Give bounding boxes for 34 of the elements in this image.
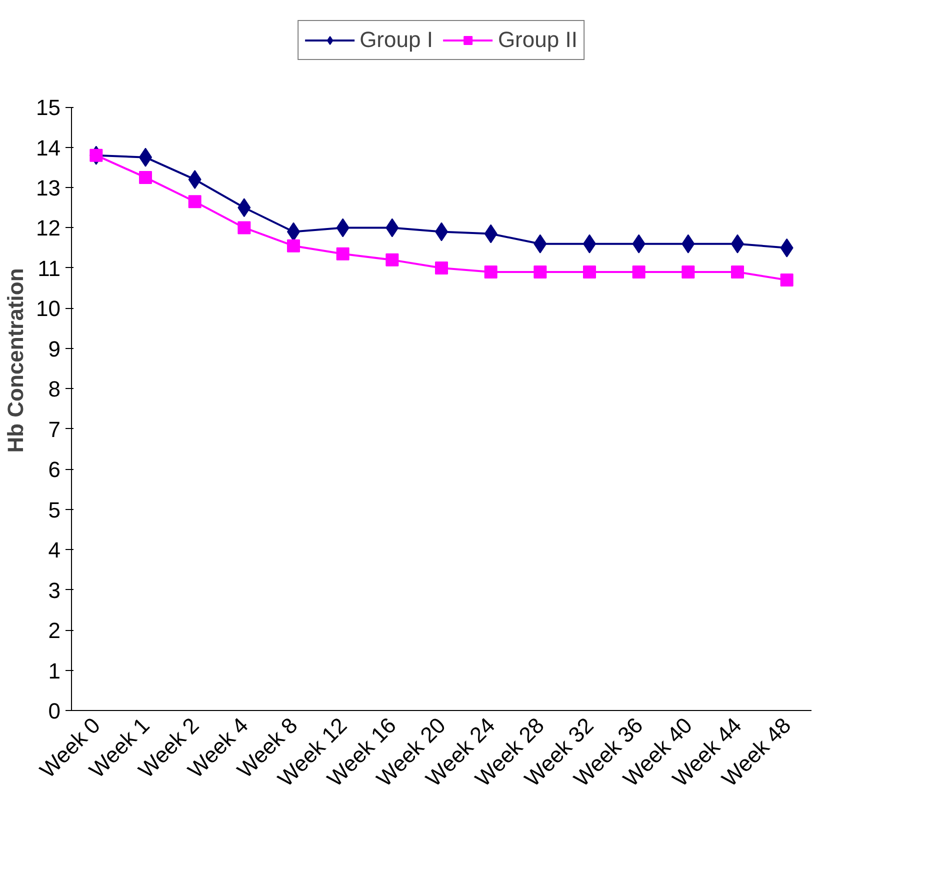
point	[238, 221, 251, 234]
point	[90, 148, 103, 162]
y-tick-label: 5	[48, 497, 61, 522]
y-axis-title: Hb Concentration	[3, 268, 28, 453]
point	[534, 265, 547, 278]
y-tick-label: 1	[48, 658, 61, 684]
y-tick-label: 9	[48, 336, 61, 362]
point	[731, 265, 744, 278]
y-tick-label: 10	[36, 296, 61, 322]
point	[336, 247, 350, 260]
y-tick-label: 6	[48, 457, 61, 482]
point	[632, 265, 646, 278]
point	[188, 195, 202, 208]
point	[484, 265, 498, 278]
legend-label: Group I	[360, 27, 433, 53]
y-tick-label: 2	[48, 618, 61, 644]
y-tick-label: 8	[48, 376, 61, 402]
y-tick-label: 15	[36, 95, 61, 120]
point	[780, 274, 794, 287]
y-tick-label: 4	[48, 538, 61, 563]
legend-label: Group II	[498, 27, 578, 53]
point	[386, 253, 399, 266]
point	[583, 265, 596, 278]
y-tick-label: 3	[48, 578, 61, 603]
point	[287, 239, 300, 252]
y-tick-label: 7	[48, 416, 61, 442]
point	[435, 261, 448, 274]
y-tick-label: 0	[48, 698, 61, 724]
y-tick-label: 12	[36, 216, 61, 241]
y-tick-label: 11	[38, 256, 61, 281]
point	[682, 265, 695, 278]
y-tick-label: 13	[36, 176, 61, 201]
point	[139, 170, 152, 184]
y-tick-label: 14	[36, 135, 61, 160]
